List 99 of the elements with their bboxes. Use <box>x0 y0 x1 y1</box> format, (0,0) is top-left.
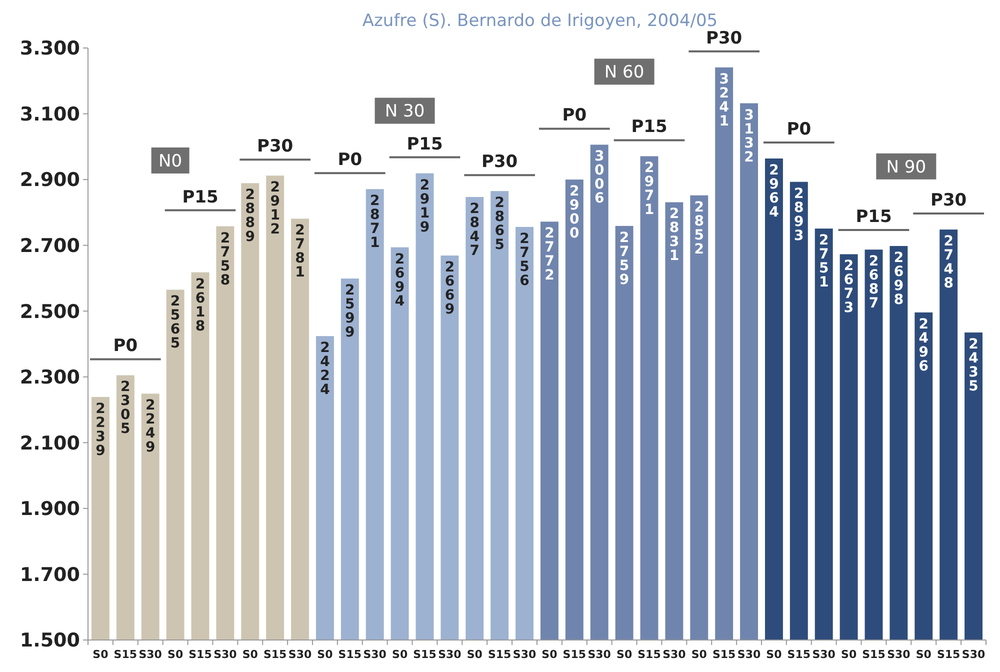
data-label: 2 9 7 1 <box>644 160 654 218</box>
data-label: 2 6 9 8 <box>894 250 904 308</box>
data-label: 2 8 9 3 <box>794 186 804 244</box>
x-tick-label: S30 <box>214 648 238 661</box>
annotation: N 90 <box>886 157 926 178</box>
x-tick-label: S0 <box>691 648 708 661</box>
x-tick-label: S30 <box>812 648 836 661</box>
annotation: P15 <box>631 117 668 138</box>
x-tick-label: S30 <box>438 648 462 661</box>
x-tick-label: S0 <box>916 648 932 661</box>
data-label: 2 7 5 9 <box>619 230 630 288</box>
x-tick-label: S30 <box>363 648 387 661</box>
annotation: P15 <box>182 187 218 208</box>
data-label: 2 7 8 1 <box>295 222 305 281</box>
data-label: 2 6 8 7 <box>868 254 879 312</box>
annotation: P15 <box>406 134 443 154</box>
data-label: 3 2 4 1 <box>719 71 730 130</box>
annotation: P0 <box>113 336 138 356</box>
x-tick-label: S30 <box>138 648 162 661</box>
annotation: N 30 <box>384 102 425 122</box>
x-tick-label: S15 <box>263 648 287 661</box>
x-tick-label: S15 <box>488 648 512 661</box>
annotation: N 60 <box>604 62 644 83</box>
data-label: 2 6 1 8 <box>195 276 206 334</box>
x-tick-label: S15 <box>188 648 212 661</box>
y-tick-label: 2.500 <box>20 300 80 323</box>
x-tick-label: S30 <box>662 648 686 661</box>
data-label: 2 4 2 4 <box>320 340 330 398</box>
data-label: 2 7 5 8 <box>220 230 230 288</box>
y-tick-label: 2.100 <box>20 432 80 454</box>
data-label: 3 0 0 6 <box>594 148 604 207</box>
data-label: 2 2 4 9 <box>145 398 156 456</box>
x-tick-label: S30 <box>887 648 911 661</box>
data-label: 2 5 6 5 <box>170 294 180 352</box>
x-tick-label: S30 <box>512 648 536 661</box>
x-tick-label: S0 <box>466 648 483 661</box>
data-label: 2 9 0 0 <box>570 184 580 242</box>
x-tick-label: S0 <box>242 648 258 661</box>
annotation: P30 <box>257 136 294 157</box>
data-label: 2 4 3 5 <box>968 336 979 394</box>
x-tick-label: S0 <box>616 648 632 661</box>
annotation: P0 <box>562 106 587 126</box>
y-tick-label: 1.500 <box>20 630 80 652</box>
data-label: 2 8 5 2 <box>694 199 704 258</box>
annotation: P0 <box>786 120 812 140</box>
x-tick-label: S0 <box>766 648 782 661</box>
x-tick-label: S15 <box>562 648 586 661</box>
y-tick-label: 3.300 <box>20 38 80 60</box>
data-label: 2 3 0 5 <box>120 379 131 438</box>
x-tick-label: S0 <box>542 648 558 661</box>
x-tick-label: S0 <box>317 648 334 661</box>
data-label: 2 9 6 4 <box>769 162 780 221</box>
data-label: 2 4 9 6 <box>918 316 929 374</box>
data-label: 2 5 9 9 <box>345 282 355 341</box>
x-tick-label: S0 <box>392 648 408 661</box>
data-label: 2 8 7 1 <box>370 193 380 252</box>
y-tick-label: 2.900 <box>20 169 80 192</box>
x-tick-label: S30 <box>737 648 761 661</box>
y-tick-label: 1.700 <box>20 564 80 586</box>
data-label: 2 9 1 2 <box>270 180 280 238</box>
annotation: N0 <box>158 151 182 172</box>
y-tick-label: 2.700 <box>20 234 80 257</box>
data-label: 2 7 5 1 <box>818 232 829 291</box>
x-tick-label: S30 <box>288 648 312 661</box>
data-label: 2 7 4 8 <box>944 234 954 292</box>
chart-title: Azufre (S). Bernardo de Irigoyen, 2004/05 <box>362 11 718 31</box>
x-tick-label: S30 <box>962 648 986 661</box>
y-tick-label: 1.900 <box>20 498 80 520</box>
data-label: 2 6 6 9 <box>444 260 455 318</box>
y-tick-label: 2.300 <box>20 366 80 389</box>
x-tick-label: S0 <box>168 648 184 661</box>
x-tick-label: S15 <box>862 648 886 661</box>
x-tick-label: S15 <box>936 648 960 661</box>
data-label: 2 9 1 9 <box>420 177 430 236</box>
x-tick-label: S15 <box>114 648 138 661</box>
data-label: 2 8 3 1 <box>669 206 680 264</box>
data-label: 2 6 7 3 <box>844 258 854 316</box>
annotation: P15 <box>856 206 892 227</box>
annotation: P30 <box>706 28 742 48</box>
y-tick-label: 3.100 <box>20 103 80 126</box>
x-tick-label: S30 <box>588 648 612 661</box>
annotation: P30 <box>482 152 518 172</box>
x-tick-label: S0 <box>92 648 109 661</box>
x-tick-label: S15 <box>413 648 436 661</box>
x-tick-label: S15 <box>712 648 736 661</box>
x-tick-label: S0 <box>841 648 857 661</box>
data-label: 2 8 6 5 <box>494 195 504 254</box>
x-tick-label: S15 <box>638 648 661 661</box>
data-label: 2 2 3 9 <box>96 400 106 459</box>
data-label: 2 7 5 6 <box>520 230 530 289</box>
x-tick-label: S15 <box>338 648 362 661</box>
x-tick-label: S15 <box>787 648 811 661</box>
data-label: 2 6 9 4 <box>394 251 405 310</box>
data-label: 3 1 3 2 <box>744 107 754 166</box>
data-label: 2 7 7 2 <box>544 226 554 284</box>
annotation: P30 <box>930 190 967 211</box>
data-label: 2 8 4 7 <box>470 200 480 259</box>
annotation: P0 <box>338 150 362 170</box>
data-label: 2 8 8 9 <box>245 187 256 246</box>
